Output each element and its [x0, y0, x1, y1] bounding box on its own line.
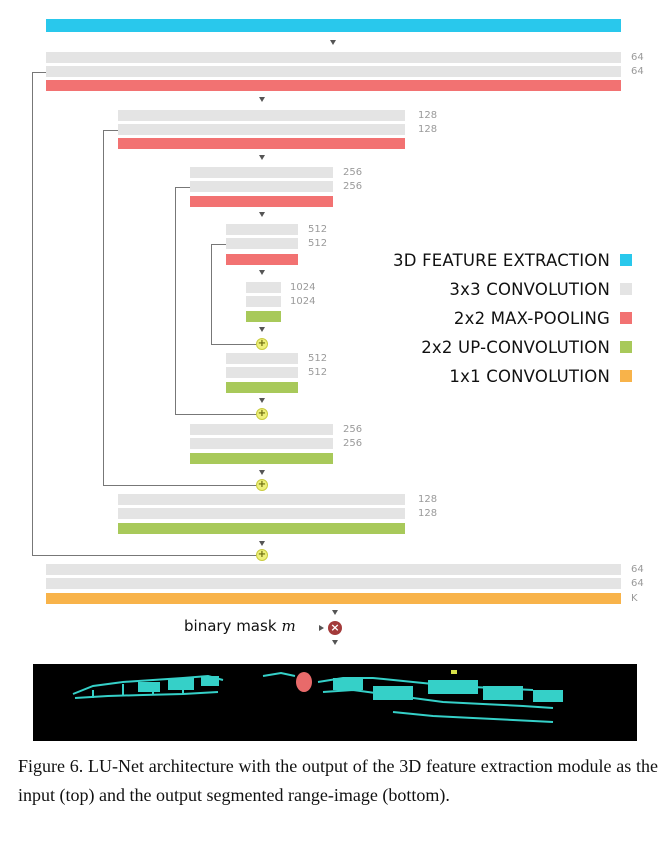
arrow-down-icon — [330, 40, 336, 45]
enc3-maxpool — [190, 196, 333, 207]
arrow-down-icon — [259, 212, 265, 217]
skip-connection-1 — [32, 72, 33, 555]
enc4-conv-a-channels: 512 — [308, 224, 328, 235]
segmented-range-image — [33, 664, 637, 741]
enc4-conv-b — [226, 238, 298, 249]
add-icon: + — [256, 549, 268, 561]
dec2-conv-a — [118, 494, 405, 505]
legend-item-conv1x1: 1x1 CONVOLUTION — [449, 365, 632, 387]
mask-symbol: m — [281, 617, 296, 635]
enc2-conv-a-channels: 128 — [418, 110, 438, 121]
legend-swatch — [620, 312, 632, 324]
dec1-conv-b-channels: 64 — [631, 578, 644, 589]
skip-connection-3 — [175, 187, 176, 414]
enc3-conv-b — [190, 181, 333, 192]
enc3-conv-b-channels: 256 — [343, 181, 363, 192]
dec2-conv-b — [118, 508, 405, 519]
dec4-conv-a-channels: 512 — [308, 353, 328, 364]
dec4-conv-b — [226, 367, 298, 378]
legend-swatch — [620, 370, 632, 382]
enc4-conv-a — [226, 224, 298, 235]
enc4-conv-b-channels: 512 — [308, 238, 328, 249]
arrow-down-icon — [259, 470, 265, 475]
bottleneck-conv-a-channels: 1024 — [290, 282, 316, 293]
legend-item-upconv: 2x2 UP-CONVOLUTION — [421, 336, 632, 358]
binary-mask-label: binary mask m — [184, 617, 296, 635]
dec2-conv-b-channels: 128 — [418, 508, 438, 519]
dec1-conv-b — [46, 578, 621, 589]
bottleneck-upconv — [246, 311, 281, 322]
dec2-upconv — [118, 523, 405, 534]
add-icon: + — [256, 479, 268, 491]
add-icon: + — [256, 408, 268, 420]
multiply-icon: × — [328, 621, 342, 635]
dec4-conv-a — [226, 353, 298, 364]
skip-connection-2 — [103, 130, 104, 485]
arrow-down-icon — [332, 610, 338, 615]
feature-extraction-block — [46, 19, 621, 32]
dec3-conv-b-channels: 256 — [343, 438, 363, 449]
legend-swatch — [620, 341, 632, 353]
output-1x1-conv — [46, 593, 621, 604]
dec3-conv-a — [190, 424, 333, 435]
arrow-down-icon — [259, 97, 265, 102]
enc1-maxpool — [46, 80, 621, 91]
enc2-maxpool — [118, 138, 405, 149]
dec3-upconv — [190, 453, 333, 464]
arrow-down-icon — [259, 270, 265, 275]
skip-connection-4 — [211, 244, 212, 344]
output-channels: K — [631, 593, 638, 604]
add-icon: + — [256, 338, 268, 350]
enc1-conv-a-channels: 64 — [631, 52, 644, 63]
dec4-conv-b-channels: 512 — [308, 367, 328, 378]
figure-caption: Figure 6. LU-Net architecture with the o… — [18, 756, 658, 805]
dec3-conv-b — [190, 438, 333, 449]
enc2-conv-b — [118, 124, 405, 135]
dec3-conv-a-channels: 256 — [343, 424, 363, 435]
dec2-conv-a-channels: 128 — [418, 494, 438, 505]
arrow-down-icon — [259, 327, 265, 332]
enc4-maxpool — [226, 254, 298, 265]
enc1-conv-b — [46, 66, 621, 77]
dec4-upconv — [226, 382, 298, 393]
bottleneck-conv-b-channels: 1024 — [290, 296, 316, 307]
enc3-conv-a — [190, 167, 333, 178]
enc1-conv-a — [46, 52, 621, 63]
bottleneck-conv-a — [246, 282, 281, 293]
segmentation-output — [72, 670, 563, 723]
dec1-conv-a — [46, 564, 621, 575]
enc3-conv-a-channels: 256 — [343, 167, 363, 178]
enc2-conv-a — [118, 110, 405, 121]
legend-swatch — [620, 254, 632, 266]
arrow-down-icon — [259, 398, 265, 403]
arrow-down-icon — [259, 155, 265, 160]
enc1-conv-b-channels: 64 — [631, 66, 644, 77]
enc2-conv-b-channels: 128 — [418, 124, 438, 135]
legend-item-feature-extraction: 3D FEATURE EXTRACTION — [393, 249, 632, 271]
legend-item-conv3x3: 3x3 CONVOLUTION — [449, 278, 632, 300]
arrow-down-icon — [332, 640, 338, 645]
dec1-conv-a-channels: 64 — [631, 564, 644, 575]
arrow-right-icon — [319, 625, 324, 631]
arrow-down-icon — [259, 541, 265, 546]
bottleneck-conv-b — [246, 296, 281, 307]
legend-item-maxpool: 2x2 MAX-POOLING — [454, 307, 632, 329]
legend-swatch — [620, 283, 632, 295]
